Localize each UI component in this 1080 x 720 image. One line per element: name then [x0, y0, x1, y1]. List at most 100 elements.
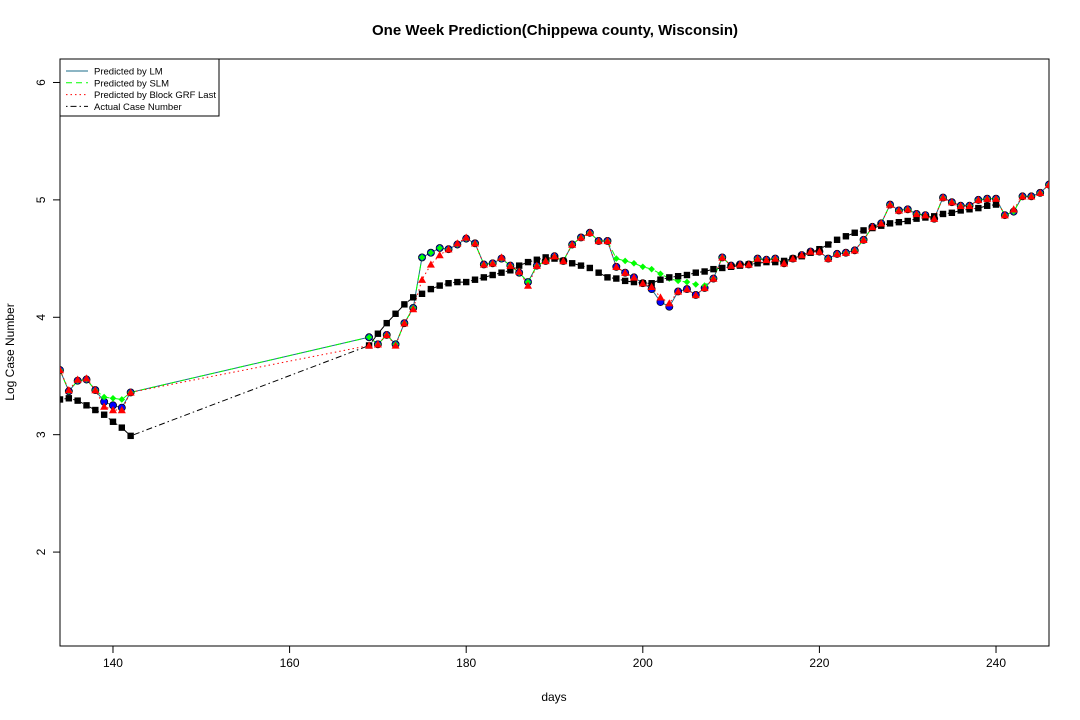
data-point-grf: [788, 254, 797, 262]
data-point-slm: [621, 257, 629, 265]
series-line: [60, 184, 1049, 411]
data-point-slm: [630, 259, 638, 267]
data-point-grf: [576, 233, 585, 241]
data-point-grf: [709, 274, 718, 282]
series-actual-case-number: [60, 204, 997, 437]
data-point-grf: [612, 262, 621, 270]
data-point-grf: [524, 281, 533, 289]
data-point-actual: [833, 236, 841, 243]
data-point-actual: [92, 406, 99, 414]
data-point-grf: [621, 268, 630, 276]
data-point-slm: [683, 278, 691, 286]
data-point-grf: [815, 247, 824, 255]
y-axis-label: Log Case Number: [3, 303, 17, 400]
data-point-actual: [65, 395, 73, 402]
data-point-slm: [613, 255, 620, 262]
data-point-grf: [1045, 180, 1049, 188]
data-point-actual: [860, 227, 867, 234]
data-point-actual: [436, 282, 443, 289]
data-point-actual: [992, 201, 1000, 208]
data-point-grf: [886, 200, 895, 208]
y-tick-label: 5: [34, 196, 48, 203]
data-point-grf: [444, 245, 453, 253]
data-point-actual: [913, 215, 920, 222]
data-point-actual: [886, 220, 894, 227]
data-point-grf: [965, 201, 974, 209]
data-point-grf: [868, 222, 877, 231]
x-axis-label: days: [541, 690, 566, 704]
data-point-actual: [630, 278, 638, 286]
data-point-actual: [983, 202, 991, 209]
data-point-grf: [541, 256, 550, 265]
data-point-actual: [957, 207, 964, 214]
data-point-grf: [1009, 205, 1018, 213]
data-point-grf: [488, 259, 497, 267]
x-tick-label: 180: [456, 656, 476, 670]
data-point-grf: [735, 260, 744, 268]
data-point-grf: [691, 290, 700, 299]
data-point-grf: [850, 246, 859, 254]
data-point-grf: [877, 219, 886, 227]
data-point-actual: [568, 260, 576, 267]
series-markers: [60, 201, 1000, 440]
data-point-actual: [109, 418, 117, 425]
data-point-grf: [718, 253, 727, 261]
data-point-grf: [108, 406, 117, 414]
data-point-grf: [435, 251, 444, 259]
y-tick-label: 6: [34, 79, 48, 86]
data-point-grf: [824, 254, 833, 262]
data-point-grf: [497, 253, 506, 261]
data-point-actual: [613, 275, 620, 282]
data-point-actual: [948, 209, 956, 216]
series-line: [60, 204, 997, 437]
data-point-actual: [966, 206, 973, 213]
data-point-grf: [744, 260, 753, 268]
data-point-actual: [842, 233, 850, 240]
data-point-actual: [577, 262, 585, 269]
data-point-grf: [409, 305, 418, 313]
series-layer: [60, 180, 1049, 440]
data-point-actual: [586, 264, 594, 272]
data-point-slm: [692, 281, 700, 288]
data-point-actual: [904, 217, 911, 225]
data-point-grf: [894, 206, 903, 214]
data-point-slm: [674, 277, 682, 285]
data-point-grf: [797, 251, 806, 259]
data-point-actual: [515, 262, 523, 269]
data-point-grf: [400, 319, 409, 327]
data-point-grf: [665, 299, 674, 307]
data-point-actual: [524, 258, 532, 266]
data-point-actual: [118, 424, 126, 431]
data-point-actual: [383, 319, 390, 327]
data-point-actual: [674, 272, 682, 280]
data-point-actual: [604, 274, 611, 281]
data-point-actual: [657, 276, 664, 283]
data-point-grf: [382, 330, 391, 339]
data-point-actual: [701, 268, 708, 275]
data-point-grf: [727, 261, 736, 269]
x-tick-label: 240: [986, 656, 1006, 670]
data-point-actual: [480, 274, 488, 281]
data-point-grf: [771, 254, 780, 262]
data-point-actual: [60, 396, 64, 403]
data-point-actual: [392, 310, 399, 317]
plot-frame: [59, 58, 1050, 647]
data-point-actual: [427, 285, 435, 293]
data-point-grf: [912, 209, 921, 218]
data-point-grf: [1036, 188, 1045, 197]
data-point-grf: [471, 239, 480, 247]
data-point-actual: [401, 301, 408, 308]
data-point-grf: [700, 283, 709, 292]
data-point-grf: [568, 240, 577, 248]
series-markers: [60, 180, 1049, 414]
data-point-actual: [418, 290, 426, 297]
data-point-slm: [365, 333, 373, 341]
data-point-grf: [532, 261, 541, 269]
data-point-actual: [719, 264, 726, 272]
data-point-actual: [772, 258, 779, 266]
series-predicted-by-lm: [60, 184, 1049, 409]
data-point-actual: [100, 411, 108, 418]
data-point-grf: [629, 273, 638, 281]
data-point-actual: [445, 280, 452, 287]
